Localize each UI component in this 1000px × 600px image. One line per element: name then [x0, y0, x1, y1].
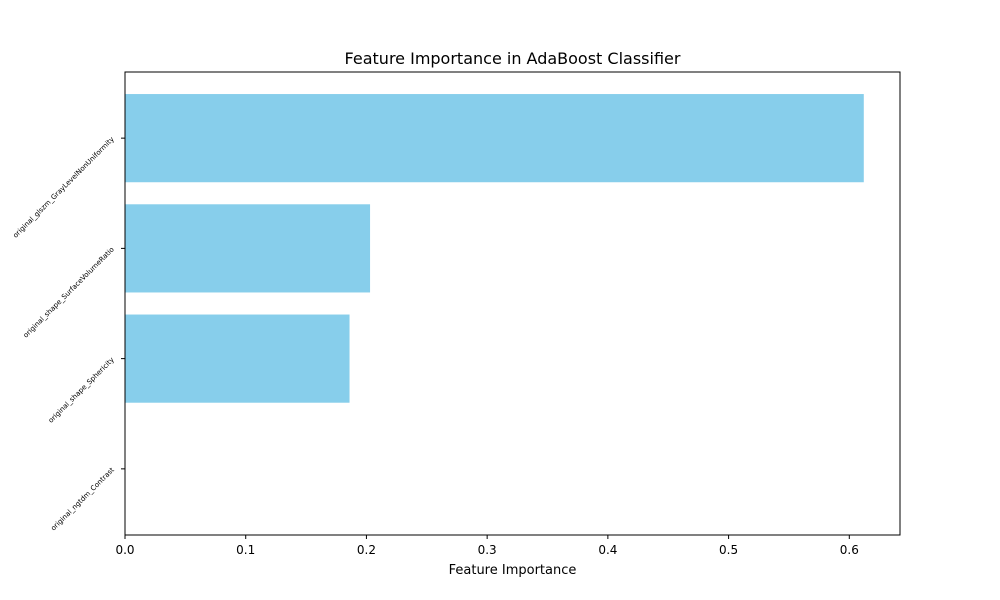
bars-group [125, 94, 864, 403]
chart-title: Feature Importance in AdaBoost Classifie… [345, 49, 681, 68]
y-tick-label: original_shape_Sphericity [47, 356, 116, 425]
plot-frame [124, 71, 901, 536]
y-tick-label: original_shape_SurfaceVolumeRatio [22, 246, 116, 340]
x-tick-label: 0.0 [115, 543, 134, 557]
bar [125, 204, 371, 293]
y-axis-ticks: original_glszm_GrayLevelNonUniformityori… [12, 135, 125, 532]
y-tick-label: original_ngtdm_Contrast [49, 466, 116, 533]
x-tick-label: 0.6 [840, 543, 859, 557]
y-tick-label: original_glszm_GrayLevelNonUniformity [12, 135, 116, 239]
bar [125, 314, 350, 403]
x-axis-label: Feature Importance [449, 563, 577, 578]
x-tick-label: 0.2 [357, 543, 376, 557]
x-tick-label: 0.1 [236, 543, 255, 557]
x-tick-label: 0.4 [598, 543, 617, 557]
x-tick-label: 0.5 [719, 543, 738, 557]
bar [125, 94, 864, 183]
x-tick-label: 0.3 [478, 543, 497, 557]
x-axis-ticks: 0.0 0.1 0.2 0.3 0.4 0.5 0.6 [115, 535, 859, 557]
